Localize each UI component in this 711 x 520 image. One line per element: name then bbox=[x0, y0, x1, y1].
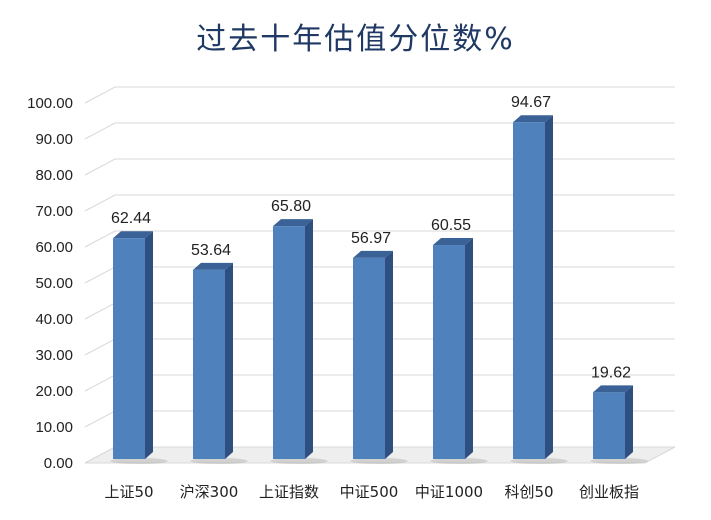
chart-title: 过去十年估值分位数% bbox=[196, 22, 515, 57]
gridline bbox=[84, 86, 675, 104]
bar-top bbox=[433, 238, 473, 246]
bar-side bbox=[465, 238, 473, 459]
data-labels: 62.44 53.64 65.80 56.97 60.55 94.67 19.62 bbox=[111, 94, 631, 381]
bar-top bbox=[513, 115, 553, 123]
gridline bbox=[84, 158, 675, 176]
bar-side bbox=[305, 219, 313, 459]
bar bbox=[110, 231, 168, 464]
bar-front bbox=[353, 257, 385, 459]
bar-top bbox=[353, 250, 393, 258]
bar-top bbox=[273, 219, 313, 227]
bar-top bbox=[113, 231, 153, 239]
data-label: 56.97 bbox=[351, 230, 391, 247]
y-tick-label: 40.00 bbox=[35, 311, 73, 328]
bar-front bbox=[513, 122, 545, 460]
data-label: 60.55 bbox=[431, 217, 471, 234]
y-tick-label: 10.00 bbox=[35, 419, 73, 436]
x-category-label: 沪深300 bbox=[180, 483, 239, 501]
bar bbox=[430, 238, 488, 464]
bar-side bbox=[385, 250, 393, 459]
data-label: 53.64 bbox=[191, 242, 231, 259]
bar-side bbox=[545, 115, 553, 460]
bar bbox=[190, 262, 248, 464]
bar-front bbox=[593, 392, 625, 459]
y-tick-label: 100.00 bbox=[27, 95, 73, 112]
y-tick-label: 30.00 bbox=[35, 347, 73, 364]
x-category-label: 创业板指 bbox=[579, 483, 639, 501]
x-category-label: 中证500 bbox=[340, 483, 399, 501]
y-axis: 0.00 10.00 20.00 30.00 40.00 50.00 60.00 70.00 8… bbox=[27, 95, 73, 472]
bar bbox=[510, 115, 568, 464]
bar-top bbox=[593, 385, 633, 393]
bar-front bbox=[193, 269, 225, 459]
data-label: 65.80 bbox=[271, 198, 311, 215]
bar bbox=[590, 385, 648, 464]
x-category-label: 上证50 bbox=[104, 483, 153, 501]
bar-top bbox=[193, 262, 233, 270]
data-label: 94.67 bbox=[511, 94, 551, 111]
bar-side bbox=[145, 231, 153, 459]
x-category-label: 中证1000 bbox=[415, 483, 483, 501]
y-tick-label: 90.00 bbox=[35, 131, 73, 148]
gridline bbox=[84, 122, 675, 140]
y-tick-label: 80.00 bbox=[35, 167, 73, 184]
y-tick-label: 70.00 bbox=[35, 203, 73, 220]
bar bbox=[350, 250, 408, 464]
y-tick-label: 20.00 bbox=[35, 383, 73, 400]
gridline bbox=[84, 230, 675, 248]
bar-side bbox=[225, 262, 233, 459]
y-tick-label: 0.00 bbox=[44, 455, 73, 472]
x-category-label: 上证指数 bbox=[259, 483, 319, 501]
y-tick-label: 50.00 bbox=[35, 275, 73, 292]
bars bbox=[110, 115, 648, 464]
x-axis: 上证50 沪深300 上证指数 中证500 中证1000 科创50 创业板指 bbox=[104, 483, 639, 501]
data-label: 19.62 bbox=[591, 364, 631, 381]
bar bbox=[270, 219, 328, 464]
x-category-label: 科创50 bbox=[504, 483, 553, 501]
gridline bbox=[84, 194, 675, 212]
bar-front bbox=[113, 238, 145, 459]
bar-side bbox=[625, 385, 633, 459]
bar-front bbox=[433, 245, 465, 459]
data-label: 62.44 bbox=[111, 210, 151, 227]
y-tick-label: 60.00 bbox=[35, 239, 73, 256]
bar-front bbox=[273, 226, 305, 459]
